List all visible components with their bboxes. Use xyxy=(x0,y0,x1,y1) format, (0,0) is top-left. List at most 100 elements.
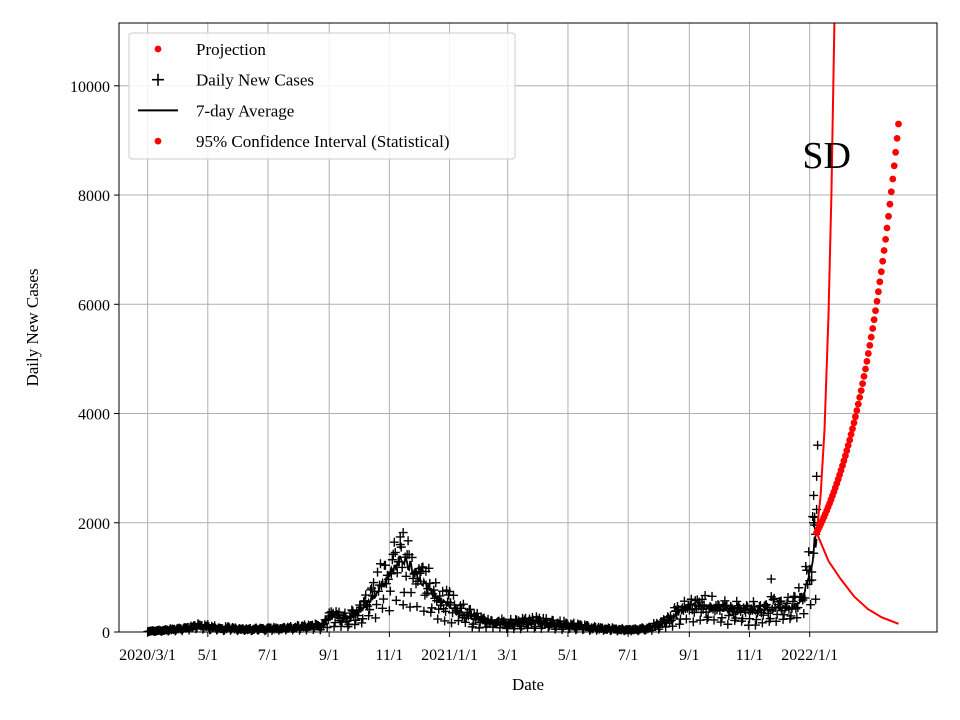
daily-case-point xyxy=(793,603,803,613)
legend: Projection Daily New Cases 7-day Average 95… xyxy=(128,32,516,160)
ci-point xyxy=(886,200,894,208)
daily-case-point xyxy=(441,606,451,616)
daily-case-point xyxy=(458,599,468,609)
daily-case-point xyxy=(380,560,390,570)
x-tick-label: 7/1 xyxy=(618,647,638,664)
daily-case-point xyxy=(495,623,505,633)
daily-case-point xyxy=(352,607,362,617)
daily-case-point xyxy=(395,540,405,550)
legend-entry-label: 95% Confidence Interval (Statistical) xyxy=(196,132,450,151)
daily-case-point xyxy=(713,600,723,610)
daily-case-point xyxy=(429,585,439,595)
daily-case-point xyxy=(681,614,691,624)
daily-case-point xyxy=(792,613,802,623)
daily-case-point xyxy=(203,620,213,630)
daily-case-point xyxy=(779,610,789,620)
ci-point xyxy=(892,148,899,156)
daily-case-point xyxy=(365,605,375,615)
daily-case-point xyxy=(465,604,475,614)
daily-case-point xyxy=(426,607,436,617)
y-axis-label: Daily New Cases xyxy=(23,268,42,386)
daily-case-point xyxy=(703,612,713,622)
daily-case-point xyxy=(503,622,513,632)
daily-case-point xyxy=(375,559,385,569)
daily-case-point xyxy=(388,549,398,559)
daily-case-point xyxy=(732,596,742,606)
daily-case-point xyxy=(385,586,395,596)
daily-case-point xyxy=(521,613,531,623)
daily-case-point xyxy=(517,621,527,631)
ci-point xyxy=(854,400,862,408)
ci-point xyxy=(872,307,879,315)
legend-marker-dot xyxy=(154,45,162,53)
legend-marker-dot xyxy=(154,137,162,145)
legend-entry-label: 7-day Average xyxy=(196,101,294,120)
y-tick-label: 0 xyxy=(102,625,110,642)
series-ci xyxy=(813,120,902,536)
daily-case-point xyxy=(391,595,401,605)
daily-case-point xyxy=(445,587,455,597)
y-tick-label: 6000 xyxy=(78,297,110,314)
daily-case-point xyxy=(729,609,739,619)
daily-case-point xyxy=(406,588,416,598)
daily-case-point xyxy=(807,575,817,585)
daily-case-point xyxy=(350,620,360,630)
ci-point xyxy=(856,394,864,401)
daily-case-point xyxy=(800,593,810,603)
legend-entry-label: Daily New Cases xyxy=(196,71,314,90)
x-tick-label: 3/1 xyxy=(498,647,518,664)
daily-case-point xyxy=(569,618,579,628)
ci-point xyxy=(877,268,885,276)
daily-case-point xyxy=(432,596,442,606)
daily-case-point xyxy=(373,567,383,577)
daily-case-point xyxy=(447,618,457,628)
daily-case-point xyxy=(763,608,773,618)
ci-point xyxy=(889,175,897,183)
y-tick-label: 4000 xyxy=(78,407,110,424)
daily-case-point xyxy=(757,618,767,628)
daily-case-point xyxy=(742,600,752,610)
ci-point xyxy=(847,431,855,438)
daily-case-point xyxy=(446,598,456,608)
daily-case-point xyxy=(424,563,434,573)
daily-case-point xyxy=(412,602,422,612)
daily-case-point xyxy=(374,586,384,596)
daily-case-point xyxy=(786,611,796,621)
daily-case-point xyxy=(809,490,819,500)
daily-case-point xyxy=(769,593,779,603)
daily-case-point xyxy=(766,574,776,584)
daily-case-point xyxy=(724,610,734,620)
daily-case-point xyxy=(403,536,413,546)
daily-case-point xyxy=(337,617,347,627)
projection-upper-line xyxy=(815,22,836,533)
daily-case-point xyxy=(377,603,387,613)
daily-case-point xyxy=(741,607,751,617)
daily-case-point xyxy=(801,562,811,572)
daily-case-point xyxy=(435,591,445,601)
ci-point xyxy=(862,365,869,373)
ci-point xyxy=(873,297,881,305)
daily-case-point xyxy=(374,580,384,590)
daily-case-point xyxy=(804,547,814,557)
daily-case-point xyxy=(381,579,391,589)
daily-case-point xyxy=(807,567,817,577)
daily-case-point xyxy=(392,568,402,578)
daily-case-point xyxy=(669,613,679,623)
daily-case-point xyxy=(723,619,733,629)
daily-case-point xyxy=(811,594,821,604)
daily-case-point xyxy=(745,614,755,624)
ci-point xyxy=(860,373,868,380)
x-tick-label: 2022/1/1 xyxy=(781,647,838,664)
plot-area-frame xyxy=(118,22,938,633)
daily-case-point xyxy=(376,581,386,591)
ci-point xyxy=(890,162,898,170)
daily-case-point xyxy=(668,621,678,631)
ci-point xyxy=(863,358,871,365)
daily-case-point xyxy=(798,595,808,605)
daily-case-point xyxy=(440,616,450,626)
daily-case-point xyxy=(427,603,437,613)
daily-case-point xyxy=(361,590,371,600)
daily-case-point xyxy=(340,608,350,618)
sd-annotation: SD xyxy=(802,135,851,177)
daily-case-point xyxy=(750,620,760,630)
